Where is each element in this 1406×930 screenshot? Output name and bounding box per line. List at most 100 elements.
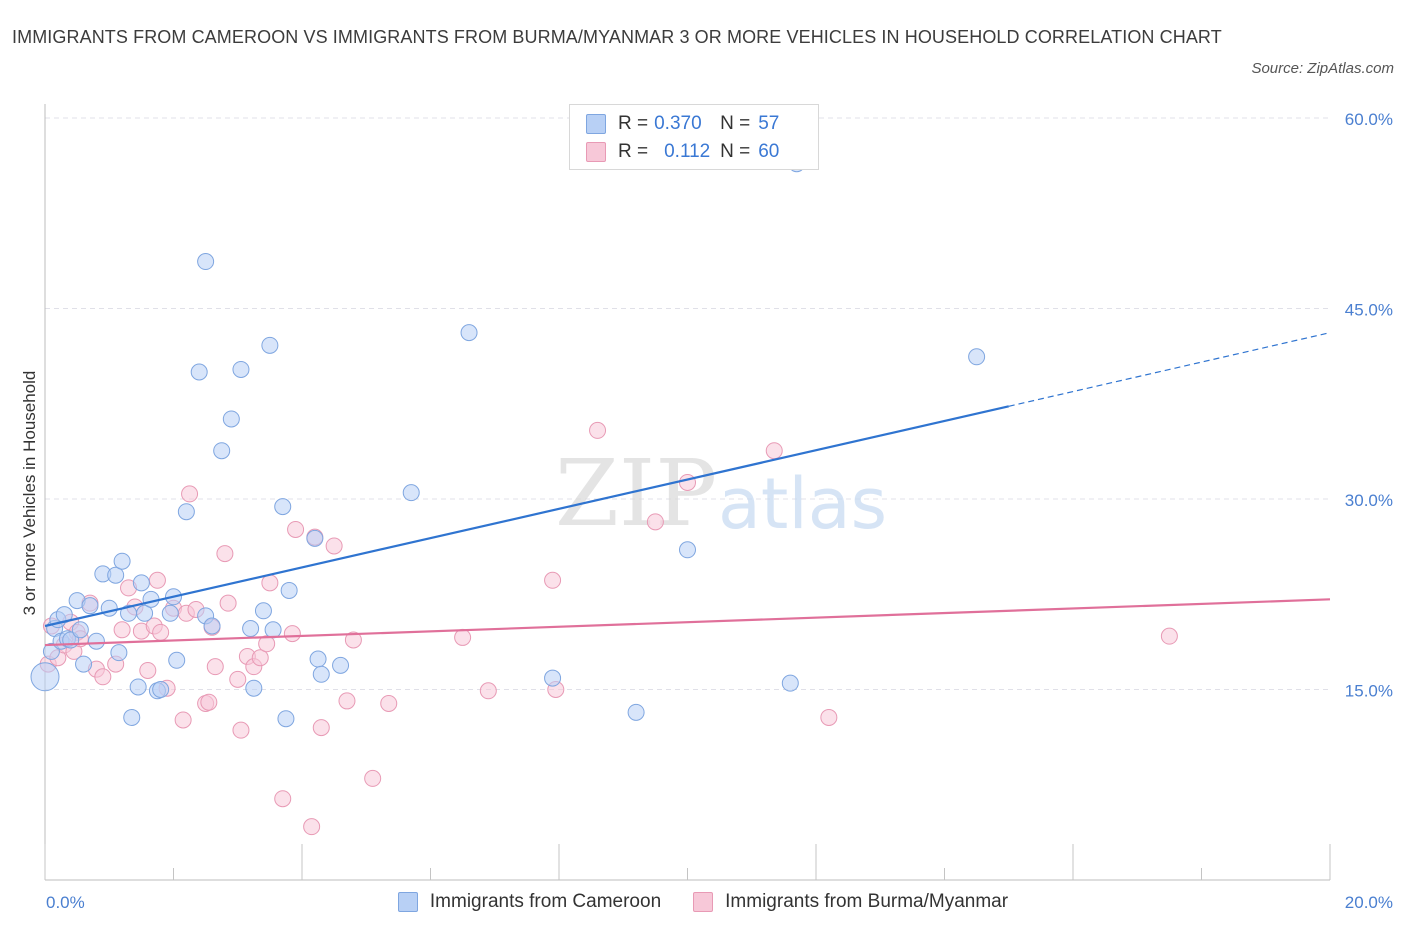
burma-point xyxy=(646,513,664,531)
burma-point xyxy=(216,545,234,563)
y-tick-label: 60.0% xyxy=(1345,110,1393,129)
stats-row-cameroon: R = 0.370 N = 57 xyxy=(586,111,779,137)
gridlines xyxy=(45,117,1330,690)
cameroon-point xyxy=(312,665,330,683)
burma-point xyxy=(338,692,356,710)
burma-point xyxy=(312,719,330,737)
cameroon-point xyxy=(309,650,327,668)
cameroon-point xyxy=(100,599,118,617)
burma-point xyxy=(200,693,218,711)
cameroon-point xyxy=(544,669,562,687)
watermark-atlas: atlas xyxy=(718,463,887,545)
series-burma-points xyxy=(39,421,1178,836)
burma-point xyxy=(364,769,382,787)
watermark: ZIP atlas xyxy=(555,440,887,547)
n-value: 60 xyxy=(758,141,780,162)
cameroon-point xyxy=(152,681,170,698)
cameroon-point xyxy=(161,604,179,622)
cameroon-point xyxy=(110,644,128,662)
cameroon-point xyxy=(81,597,99,615)
n-value: 57 xyxy=(758,113,780,134)
cameroon-point xyxy=(968,348,986,366)
burma-point xyxy=(679,473,696,491)
burma-point xyxy=(94,668,112,686)
r-label: R = xyxy=(618,113,649,134)
cameroon-point xyxy=(113,552,131,570)
burma-point xyxy=(380,694,398,712)
chart-title: IMMIGRANTS FROM CAMEROON VS IMMIGRANTS F… xyxy=(12,27,1222,47)
burma-trend-line xyxy=(44,598,1331,647)
burma-point xyxy=(206,658,224,676)
r-value: 0.370 xyxy=(654,113,702,134)
cameroon-point xyxy=(627,703,645,721)
stats-row-burma: R = 0.112 N = 60 xyxy=(586,139,779,165)
cameroon-point xyxy=(274,498,292,516)
legend-item-cameroon[interactable]: Immigrants from Cameroon xyxy=(397,891,662,913)
legend-label-cameroon: Immigrants from Cameroon xyxy=(429,891,662,912)
burma-point xyxy=(589,421,607,439)
burma-point xyxy=(820,708,838,726)
burma-point xyxy=(344,631,362,649)
stats-legend: R = 0.370 N = 57 R = 0.112 N = 60 xyxy=(569,104,819,170)
burma-point xyxy=(229,670,247,688)
burma-point xyxy=(1160,627,1178,645)
cameroon-point xyxy=(129,678,147,696)
cameroon-point xyxy=(679,541,696,559)
burma-point xyxy=(261,574,279,592)
cameroon-point xyxy=(107,566,125,584)
cameroon-point xyxy=(197,253,215,271)
burma-point xyxy=(181,485,199,503)
cameroon-point xyxy=(245,679,263,697)
burma-point xyxy=(152,623,170,641)
cameroon-trend-line xyxy=(44,405,1009,628)
watermark-zip: ZIP xyxy=(555,440,717,547)
burma-point xyxy=(287,520,305,538)
burma-point xyxy=(219,594,237,612)
burma-point xyxy=(251,649,269,667)
cameroon-point xyxy=(132,574,150,592)
burma-point xyxy=(544,571,562,589)
cameroon-point xyxy=(332,656,350,674)
x-tick-label: 0.0% xyxy=(46,893,85,912)
tick-labels: 15.0% 30.0% 45.0% 60.0% 0.0% 20.0% xyxy=(46,110,1393,912)
burma-point xyxy=(283,625,301,643)
y-tick-label: 45.0% xyxy=(1345,301,1393,320)
cameroon-point xyxy=(71,621,89,639)
r-value: 0.112 xyxy=(664,141,711,162)
cameroon-point xyxy=(30,662,60,692)
n-label: N = xyxy=(720,113,751,134)
cameroon-point xyxy=(242,620,260,638)
legend-label-burma: Immigrants from Burma/Myanmar xyxy=(725,891,1009,912)
cameroon-point xyxy=(136,604,154,622)
legend-item-burma[interactable]: Immigrants from Burma/Myanmar xyxy=(693,891,1008,913)
burma-point xyxy=(479,682,497,700)
burma-point xyxy=(148,571,166,589)
r-label: R = xyxy=(618,141,649,162)
burma-point xyxy=(174,711,192,729)
cameroon-point xyxy=(232,360,250,378)
cameroon-point xyxy=(264,621,282,639)
cameroon-point xyxy=(213,442,231,460)
burma-point xyxy=(303,818,321,836)
cameroon-point xyxy=(460,324,478,342)
cameroon-point xyxy=(142,590,160,608)
burma-point xyxy=(258,635,276,653)
y-axis-label: 3 or more Vehicles in Household xyxy=(20,371,39,616)
trend-lines xyxy=(44,332,1331,647)
cameroon-swatch xyxy=(586,114,606,134)
cameroon-point xyxy=(254,602,272,620)
cameroon-point xyxy=(177,503,195,521)
y-tick-label: 15.0% xyxy=(1345,682,1393,701)
axes xyxy=(44,104,1331,881)
burma-point xyxy=(113,621,131,639)
burma-point xyxy=(232,721,250,739)
cameroon-point xyxy=(781,674,799,692)
burma-point xyxy=(454,628,472,646)
cameroon-point xyxy=(306,529,324,547)
cameroon-swatch xyxy=(397,892,418,912)
burma-swatch xyxy=(693,892,714,912)
cameroon-point xyxy=(203,617,221,635)
burma-point xyxy=(325,537,343,555)
cameroon-point xyxy=(277,710,295,728)
